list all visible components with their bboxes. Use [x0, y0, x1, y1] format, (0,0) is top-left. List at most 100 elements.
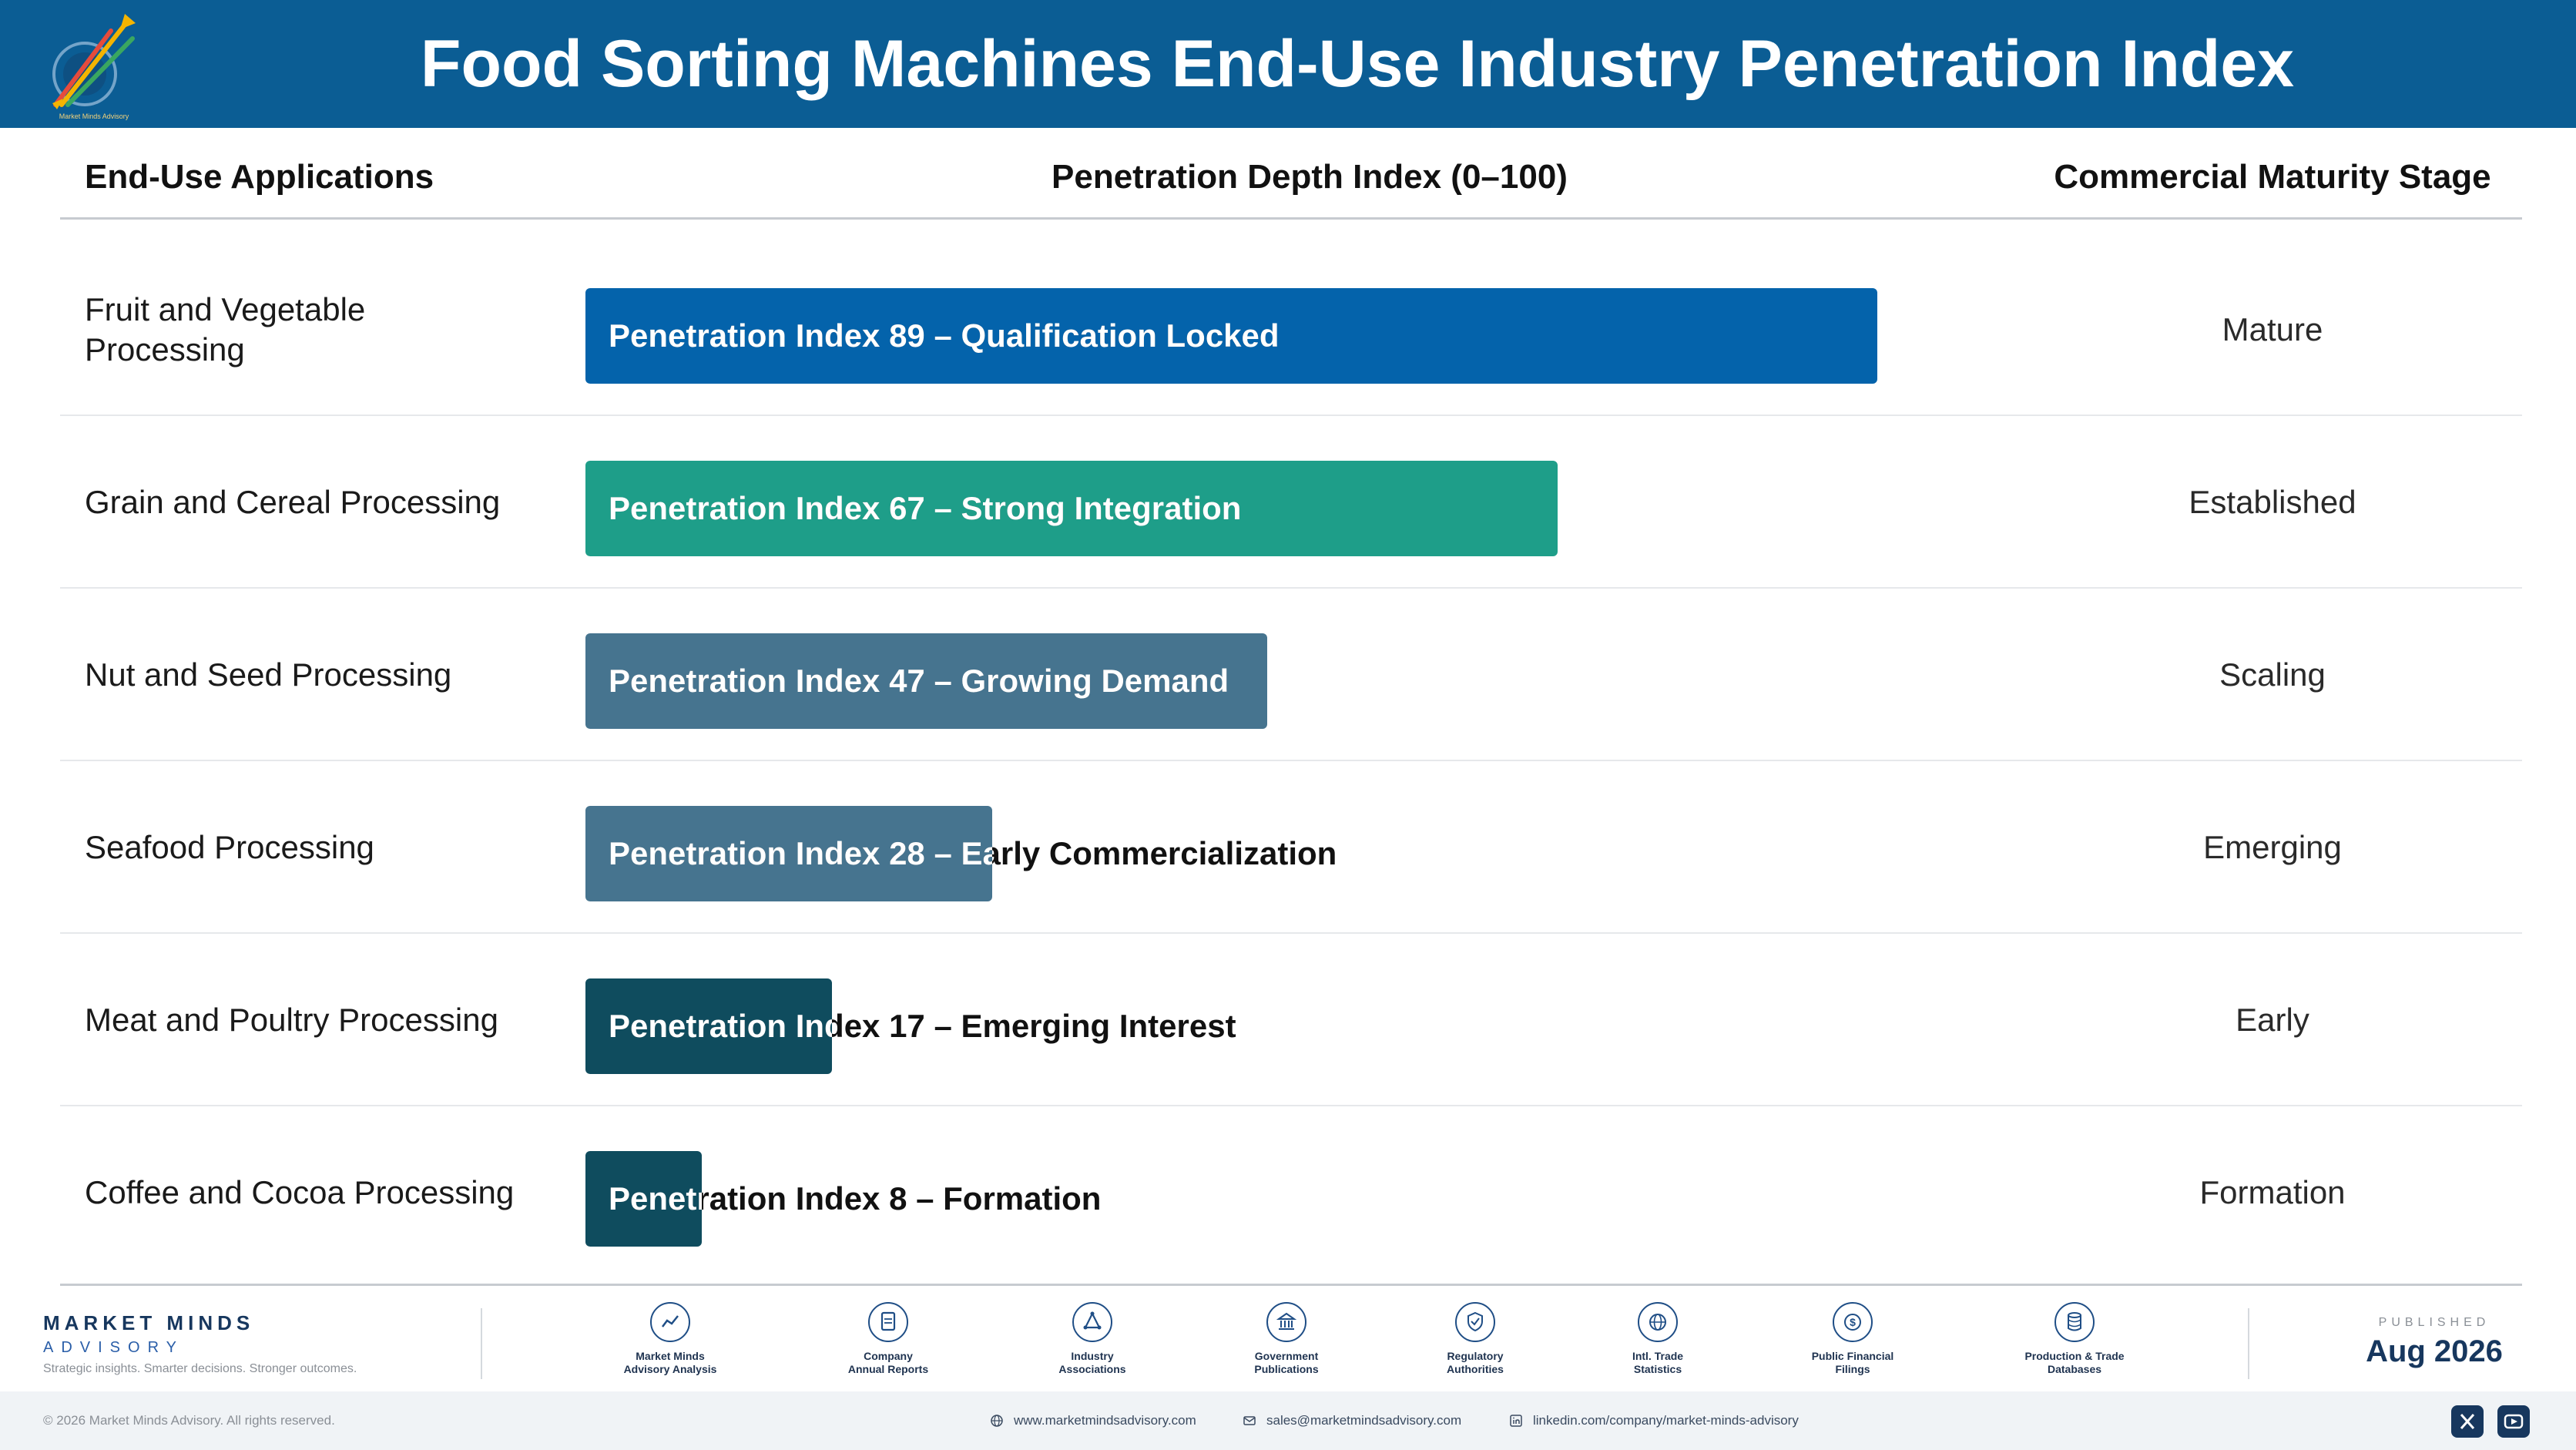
email-link[interactable]: sales@marketmindsadvisory.com	[1242, 1391, 1461, 1450]
source-label: Public Financial Filings	[1811, 1350, 1894, 1375]
bar-data-label-inner: Penetration Index 47 – Growing Demand	[609, 663, 1229, 699]
bar-label-clip: Penetration Index 28 – Early Commerciali…	[585, 806, 992, 901]
chart-row: Nut and Seed Processing Penetration Index…	[0, 589, 2576, 761]
chart-row: Grain and Cereal Processing Penetration I…	[0, 416, 2576, 589]
maturity-stage-label: Formation	[2199, 1174, 2346, 1210]
chart-row: Fruit and Vegetable Processing Penetratio…	[0, 243, 2576, 416]
shield-check-icon	[1455, 1302, 1495, 1342]
source-item: Government Publications	[1209, 1302, 1363, 1376]
category-label: Fruit and Vegetable Processing	[85, 291, 366, 368]
youtube-social-button[interactable]	[2497, 1405, 2530, 1438]
email-text: sales@marketmindsadvisory.com	[1266, 1413, 1462, 1428]
source-label: Production & Trade Databases	[2024, 1350, 2125, 1375]
row-divider	[60, 415, 2522, 416]
maturity-stage-label: Established	[2189, 484, 2356, 520]
bar-label-clip: Penetration Index 67 – Strong Integratio…	[585, 461, 1558, 556]
row-divider	[60, 587, 2522, 589]
column-header-penetration: Penetration Depth Index (0–100)	[1052, 158, 1568, 196]
bar-track: Penetration Index 47 – Growing Demand Pen…	[585, 633, 2037, 729]
penetration-bar	[585, 806, 992, 901]
bar-track: Penetration Index 8 – FormationPenetrati…	[585, 1151, 2037, 1247]
bar-data-label: Penetration Index 17 – Emerging Interest	[609, 1008, 1236, 1044]
x-social-button[interactable]	[2451, 1405, 2484, 1438]
bar-data-label-inner: Penetration Index 17 – Emerging Interest	[609, 1008, 832, 1044]
column-header-applications: End-Use Applications	[85, 158, 434, 196]
footer-divider-left	[481, 1308, 482, 1379]
bar-label-clip: Penetration Index 17 – Emerging Interest	[585, 978, 832, 1074]
page-title: Food Sorting Machines End-Use Industry P…	[420, 26, 2295, 101]
source-label: Government Publications	[1254, 1350, 1319, 1375]
bar-track: Penetration Index 28 – Early Commerciali…	[585, 806, 2037, 901]
footer-brand-tagline: Strategic insights. Smarter decisions. S…	[43, 1362, 357, 1375]
source-label: Industry Associations	[1058, 1350, 1126, 1375]
linkedin-icon	[1510, 1415, 1522, 1427]
linkedin-text: linkedin.com/company/market-minds-adviso…	[1533, 1413, 1799, 1428]
penetration-bar	[585, 978, 832, 1074]
bar-data-label: Penetration Index 8 – Formation	[609, 1180, 1102, 1217]
row-divider	[60, 932, 2522, 934]
source-label: Company Annual Reports	[847, 1350, 929, 1375]
category-label: Seafood Processing	[85, 829, 374, 865]
source-item: Company Annual Reports	[811, 1302, 965, 1376]
footer-brand-subtitle: ADVISORY	[43, 1339, 184, 1356]
chart-row: Meat and Poultry Processing Penetration I…	[0, 934, 2576, 1106]
maturity-stage-label: Early	[2236, 1002, 2309, 1038]
chart-row: Coffee and Cocoa Processing Penetration I…	[0, 1106, 2576, 1279]
chart-row: Seafood Processing Penetration Index 28 –…	[0, 761, 2576, 934]
source-item: $ Public Financial Filings	[1776, 1302, 1930, 1376]
bar-data-label: Penetration Index 67 – Strong Integratio…	[609, 490, 1242, 526]
globe-icon	[1638, 1302, 1678, 1342]
x-logo-icon	[2460, 1414, 2475, 1429]
bar-label-clip: Penetration Index 89 – Qualification Loc…	[585, 288, 1877, 384]
source-label: Intl. Trade Statistics	[1632, 1350, 1684, 1375]
footer-divider-right	[2248, 1308, 2249, 1379]
source-list: Market Minds Advisory Analysis Company An…	[539, 1302, 2188, 1387]
database-icon	[2054, 1302, 2095, 1342]
footer-bottom-strip: © 2026 Market Minds Advisory. All rights…	[0, 1391, 2576, 1450]
source-item: Production & Trade Databases	[1997, 1302, 2152, 1376]
trend-chart-icon	[650, 1302, 690, 1342]
website-link[interactable]: www.marketmindsadvisory.com	[989, 1391, 1196, 1450]
website-text: www.marketmindsadvisory.com	[1014, 1413, 1196, 1428]
penetration-bar	[585, 633, 1267, 729]
bar-data-label: Penetration Index 47 – Growing Demand	[609, 663, 1229, 699]
source-item: Industry Associations	[1015, 1302, 1169, 1376]
category-label: Meat and Poultry Processing	[85, 1002, 498, 1038]
category-label: Grain and Cereal Processing	[85, 484, 501, 520]
source-label: Regulatory Authorities	[1447, 1350, 1504, 1375]
header-bar: Market Minds Advisory Food Sorting Machi…	[0, 0, 2576, 128]
bar-data-label-inner: Penetration Index 89 – Qualification Loc…	[609, 317, 1280, 354]
penetration-bar	[585, 1151, 702, 1247]
svg-text:$: $	[1850, 1316, 1856, 1328]
row-divider	[60, 760, 2522, 761]
header-divider	[60, 217, 2522, 220]
category-label: Coffee and Cocoa Processing	[85, 1174, 515, 1210]
copyright-text: © 2026 Market Minds Advisory. All rights…	[43, 1413, 335, 1428]
column-header-maturity-stage: Commercial Maturity Stage	[2054, 158, 2491, 196]
penetration-bar	[585, 288, 1877, 384]
linkedin-link[interactable]: linkedin.com/company/market-minds-adviso…	[1508, 1391, 1799, 1450]
government-building-icon	[1266, 1302, 1306, 1342]
globe-icon	[991, 1415, 1003, 1427]
source-item: Market Minds Advisory Analysis	[593, 1302, 747, 1376]
maturity-stage-label: Mature	[2222, 311, 2323, 347]
bar-data-label: Penetration Index 28 – Early Commerciali…	[609, 835, 1337, 871]
bar-data-label-inner: Penetration Index 67 – Strong Integratio…	[609, 490, 1242, 526]
network-icon	[1072, 1302, 1112, 1342]
bar-data-label-inner: Penetration Index 28 – Early Commerciali…	[609, 835, 992, 871]
company-logo: Market Minds Advisory	[52, 14, 136, 120]
published-date: Aug 2026	[2366, 1334, 2503, 1368]
penetration-bar	[585, 461, 1558, 556]
mail-icon	[1243, 1416, 1256, 1425]
source-item: Intl. Trade Statistics	[1581, 1302, 1735, 1376]
source-item: Regulatory Authorities	[1398, 1302, 1552, 1376]
svg-text:Market Minds Advisory: Market Minds Advisory	[59, 112, 129, 120]
table-bottom-divider	[60, 1284, 2522, 1286]
maturity-stage-label: Scaling	[2219, 656, 2326, 693]
row-divider	[60, 1105, 2522, 1106]
dollar-coin-icon: $	[1833, 1302, 1873, 1342]
bar-data-label-inner: Penetration Index 8 – Formation	[609, 1180, 702, 1217]
footer-brand-name: MARKET MINDS	[43, 1311, 255, 1334]
document-icon	[868, 1302, 908, 1342]
category-label: Nut and Seed Processing	[85, 656, 452, 693]
